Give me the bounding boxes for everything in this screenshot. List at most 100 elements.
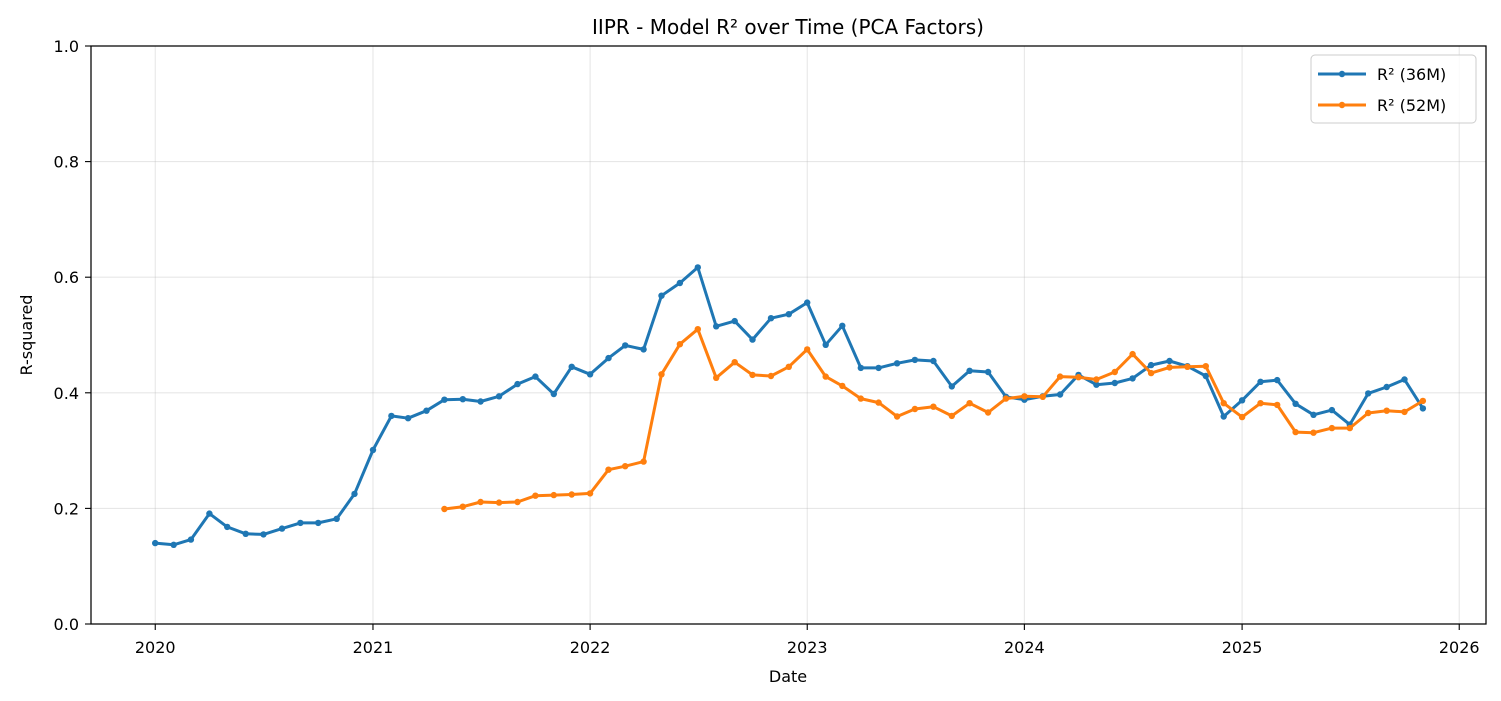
data-point bbox=[1238, 413, 1246, 421]
data-point bbox=[640, 458, 647, 465]
data-point bbox=[767, 315, 775, 322]
data-point bbox=[532, 492, 539, 499]
data-point bbox=[495, 499, 503, 506]
data-point bbox=[911, 356, 919, 364]
data-point bbox=[459, 503, 466, 510]
data-point bbox=[152, 539, 159, 547]
data-point bbox=[333, 515, 340, 522]
data-point bbox=[1111, 379, 1119, 387]
data-point bbox=[1419, 405, 1427, 412]
data-point bbox=[948, 383, 955, 390]
data-point bbox=[388, 412, 395, 420]
data-point bbox=[1401, 408, 1408, 416]
data-point bbox=[694, 264, 701, 271]
data-point bbox=[622, 463, 629, 470]
data-point bbox=[605, 354, 612, 362]
data-point bbox=[423, 407, 430, 414]
data-point bbox=[297, 519, 304, 527]
data-point bbox=[242, 530, 249, 537]
data-point bbox=[966, 400, 973, 407]
legend-label-52m: R² (52M) bbox=[1377, 96, 1446, 115]
data-point bbox=[694, 326, 701, 333]
data-point bbox=[1274, 376, 1281, 384]
data-point bbox=[622, 342, 629, 349]
data-point bbox=[1056, 373, 1064, 380]
data-point bbox=[785, 311, 792, 318]
data-point bbox=[875, 399, 882, 406]
data-point bbox=[1111, 368, 1119, 376]
plot-area-frame bbox=[90, 45, 1487, 625]
data-point bbox=[857, 395, 864, 402]
data-point bbox=[170, 541, 177, 548]
data-point bbox=[224, 523, 231, 531]
data-point bbox=[839, 322, 846, 329]
data-point bbox=[369, 446, 377, 454]
data-point bbox=[1383, 407, 1390, 414]
data-point bbox=[495, 393, 503, 400]
data-point bbox=[550, 390, 557, 398]
data-point bbox=[658, 371, 665, 378]
data-point bbox=[1328, 424, 1336, 432]
data-point bbox=[767, 372, 775, 380]
data-point bbox=[441, 396, 448, 403]
data-point bbox=[514, 380, 521, 388]
data-point bbox=[1310, 429, 1317, 436]
data-point bbox=[966, 367, 973, 374]
series-1 bbox=[152, 264, 1427, 548]
y-axis-title: R-squared bbox=[17, 295, 36, 376]
data-point bbox=[640, 346, 647, 353]
data-point bbox=[1220, 413, 1227, 420]
data-point bbox=[822, 373, 829, 380]
data-point bbox=[206, 510, 213, 517]
data-point bbox=[731, 317, 738, 325]
data-point bbox=[477, 398, 484, 405]
chart-title: IIPR - Model R² over Time (PCA Factors) bbox=[592, 15, 984, 39]
y-tick-label: 0.2 bbox=[54, 499, 79, 518]
data-point bbox=[586, 371, 594, 378]
data-point bbox=[839, 382, 846, 390]
data-point bbox=[1401, 376, 1408, 383]
x-tick-label: 2020 bbox=[135, 638, 176, 657]
data-point bbox=[804, 299, 811, 306]
data-point bbox=[1147, 369, 1155, 377]
data-point bbox=[930, 357, 937, 365]
data-point bbox=[187, 536, 195, 543]
data-point bbox=[1274, 401, 1281, 409]
data-point bbox=[1075, 374, 1082, 381]
data-point bbox=[1202, 372, 1210, 380]
x-tick-label: 2025 bbox=[1222, 638, 1263, 657]
data-point bbox=[857, 364, 864, 372]
data-point bbox=[1184, 363, 1191, 370]
data-point bbox=[1346, 424, 1354, 432]
data-point bbox=[1093, 376, 1100, 383]
data-point bbox=[1056, 391, 1064, 398]
data-point bbox=[1166, 357, 1173, 365]
series-lines bbox=[152, 264, 1427, 548]
data-point bbox=[351, 490, 358, 498]
data-point bbox=[1039, 393, 1047, 400]
data-point bbox=[984, 409, 992, 416]
data-point bbox=[658, 292, 665, 299]
data-point bbox=[1220, 400, 1227, 407]
data-point bbox=[676, 279, 684, 287]
data-point bbox=[893, 360, 901, 367]
y-tick-label: 0.8 bbox=[54, 153, 79, 172]
data-point bbox=[1002, 395, 1010, 402]
data-point bbox=[260, 531, 267, 538]
data-point bbox=[785, 363, 792, 370]
x-tick-label: 2023 bbox=[787, 638, 828, 657]
data-point bbox=[713, 323, 720, 330]
x-tick-label: 2022 bbox=[570, 638, 611, 657]
data-point bbox=[514, 498, 521, 506]
data-point bbox=[586, 490, 594, 497]
data-point bbox=[1365, 390, 1372, 397]
data-point bbox=[532, 373, 539, 380]
data-point bbox=[477, 498, 484, 506]
series-2 bbox=[441, 326, 1427, 513]
data-point bbox=[1093, 381, 1100, 388]
data-point bbox=[1292, 400, 1299, 407]
axis-ticks: 2020 2021 2022 2023 2024 2025 2026 0.0 0.2 0.4 0.6… bbox=[54, 37, 1480, 657]
y-tick-label: 0.4 bbox=[54, 384, 79, 403]
